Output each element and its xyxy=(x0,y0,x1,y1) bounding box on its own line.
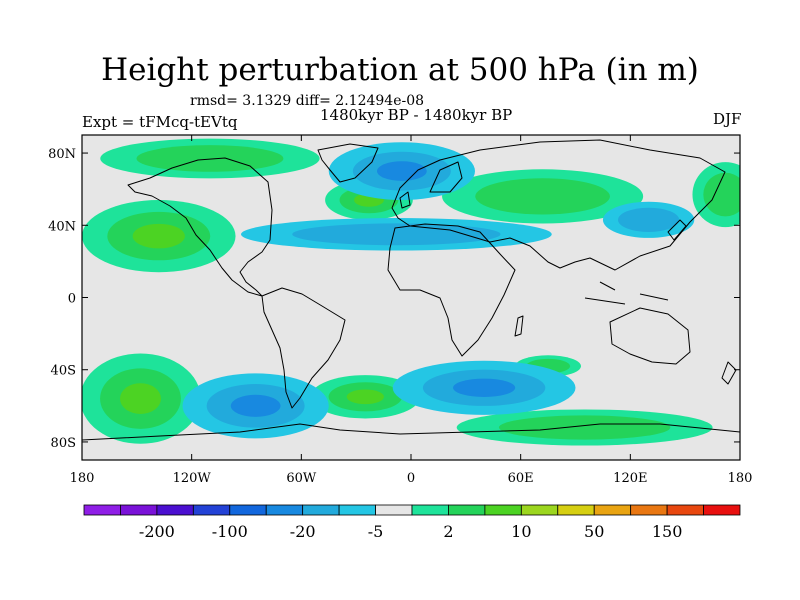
colorbar-swatch xyxy=(520,504,559,516)
anomaly-contour xyxy=(617,207,680,232)
coastline-south-america xyxy=(261,287,346,409)
colorbar-swatch xyxy=(229,504,267,516)
anomaly-contour xyxy=(498,415,671,440)
colorbar-label: 10 xyxy=(511,522,531,541)
colorbar-swatch xyxy=(593,504,632,516)
colorbar-swatch xyxy=(302,504,340,516)
anomaly-west-pacific-high xyxy=(692,162,740,228)
colorbar-swatch xyxy=(375,504,413,516)
y-tick-label: 40S xyxy=(51,364,76,379)
colorbar-swatch xyxy=(703,504,741,516)
anomaly-contour xyxy=(346,389,384,405)
colorbar-label: 2 xyxy=(443,522,453,541)
y-axis: 80N 40N 0 40S 80S xyxy=(48,147,740,451)
colorbar-swatch xyxy=(338,504,376,516)
colorbar-swatch xyxy=(484,504,522,516)
colorbar-swatch xyxy=(411,504,449,516)
anomaly-north-pacific-high xyxy=(82,200,236,273)
colorbar-label: -100 xyxy=(212,522,248,541)
anomaly-north-atlantic-low xyxy=(241,218,552,251)
anomaly-contour xyxy=(453,378,516,397)
anomaly-layer xyxy=(82,138,740,446)
colorbar-label: -200 xyxy=(139,522,175,541)
anomaly-eurasian-high xyxy=(442,169,644,224)
coastline-british-isles xyxy=(399,191,411,209)
page-title: Height perturbation at 500 hPa (in m) xyxy=(101,52,699,88)
x-tick-label: 0 xyxy=(407,471,415,486)
anomaly-southern-ocean-high xyxy=(456,409,713,446)
anomaly-south-atlantic-high xyxy=(310,375,421,419)
colorbar-label: 50 xyxy=(584,522,604,541)
anomaly-greenland-low xyxy=(328,142,475,200)
anomaly-contour xyxy=(136,145,284,172)
colorbar-swatch xyxy=(83,504,121,516)
coastline-layer xyxy=(82,139,740,441)
y-tick-label: 80S xyxy=(51,436,76,451)
colorbar-swatch xyxy=(265,504,304,516)
coastline-indonesia xyxy=(584,281,669,305)
x-axis: 180 120W 60W 0 60E 120E 180 xyxy=(70,135,753,486)
colorbar-swatch xyxy=(448,504,486,516)
anomaly-contour xyxy=(132,223,185,249)
anomaly-south-indian-low xyxy=(392,360,576,415)
anomaly-contour xyxy=(230,394,281,417)
coastline-new-zealand xyxy=(721,361,737,385)
anomaly-arctic-canada-high xyxy=(100,138,320,179)
coastline-australia xyxy=(609,307,691,365)
colorbar: -200 -100 -20 -5 2 10 50 150 xyxy=(83,504,741,541)
y-tick-label: 0 xyxy=(68,292,76,307)
anomaly-contour xyxy=(292,223,501,246)
coastline-scandinavia xyxy=(429,161,463,193)
x-tick-label: 60W xyxy=(286,471,317,486)
x-tick-label: 120E xyxy=(613,471,647,486)
coastline-africa xyxy=(387,223,516,357)
x-tick-label: 180 xyxy=(70,471,95,486)
y-tick-label: 80N xyxy=(48,147,76,162)
x-tick-label: 180 xyxy=(728,471,753,486)
x-tick-label: 120W xyxy=(173,471,212,486)
coastline-japan xyxy=(667,219,687,241)
coastline-north-america xyxy=(127,157,273,297)
anomaly-contour xyxy=(703,172,740,217)
rmsd-diff-stats: rmsd= 3.1329 diff= 2.12494e-08 xyxy=(190,93,425,109)
colorbar-swatch xyxy=(666,504,704,516)
coastline-eurasia xyxy=(391,139,726,271)
coastline-antarctica xyxy=(82,423,740,441)
coastline-greenland xyxy=(317,143,379,183)
colorbar-swatch xyxy=(192,504,231,516)
colorbar-swatch xyxy=(156,504,194,516)
colorbar-swatch xyxy=(630,504,668,516)
anomaly-contour xyxy=(119,383,161,414)
season-label: DJF xyxy=(713,110,742,128)
x-tick-label: 60E xyxy=(508,471,534,486)
colorbar-swatch xyxy=(120,504,158,516)
colorbar-label: -5 xyxy=(368,522,384,541)
colorbar-swatch xyxy=(557,504,595,516)
colorbar-label: -20 xyxy=(290,522,316,541)
anomaly-contour xyxy=(475,178,610,215)
colorbar-label: 150 xyxy=(652,522,683,541)
anomaly-south-pacific-high xyxy=(82,353,201,444)
anomaly-contour xyxy=(377,161,427,181)
y-tick-label: 40N xyxy=(48,219,76,234)
period-label: 1480kyr BP - 1480kyr BP xyxy=(320,106,513,124)
experiment-label: Expt = tFMcq-tEVtq xyxy=(82,113,238,131)
anomaly-south-pacific-low xyxy=(182,373,329,439)
coastline-madagascar xyxy=(514,315,524,337)
